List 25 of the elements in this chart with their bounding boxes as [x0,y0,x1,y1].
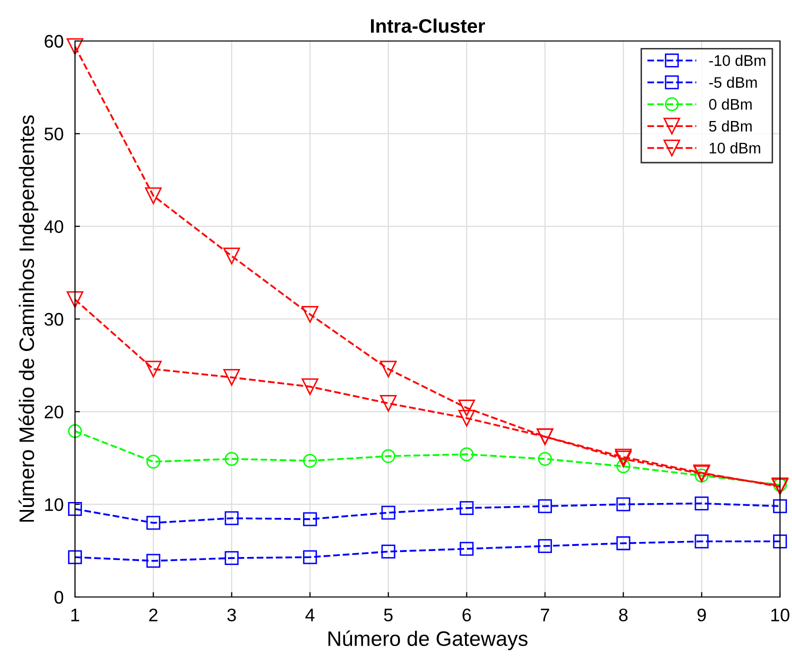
legend-label: 10 dBm [710,142,760,154]
x-tick-label: 6 [462,608,471,622]
x-tick-label: 10 [771,608,790,622]
chart-title: Intra-Cluster [371,18,486,33]
legend-label: -10 dBm [709,54,766,66]
x-tick-label: 8 [619,608,628,622]
y-tick-label: 30 [44,312,64,326]
x-tick-label: 7 [540,608,550,622]
x-tick-label: 4 [305,608,314,622]
y-tick-label: 40 [44,220,64,234]
y-tick-label: 0 [54,590,64,604]
x-axis-title: Número de Gateways [328,630,528,650]
x-tick-label: 5 [384,608,393,622]
y-tick-label: 10 [45,498,64,512]
x-tick-label: 2 [149,608,158,622]
legend-label: 5 dBm [709,120,752,132]
y-tick-label: 50 [44,128,64,140]
legend-label: -5 dBm [709,76,757,88]
x-tick-label: 3 [227,608,236,622]
y-tick-label: 60 [44,34,64,48]
y-axis-title: Número Médio de Caminhos Independentes [18,115,38,522]
legend-label: 0 dBm [709,98,752,110]
y-tick-label: 20 [44,406,64,418]
x-tick-label: 1 [71,608,80,622]
x-tick-label: 9 [697,608,706,622]
